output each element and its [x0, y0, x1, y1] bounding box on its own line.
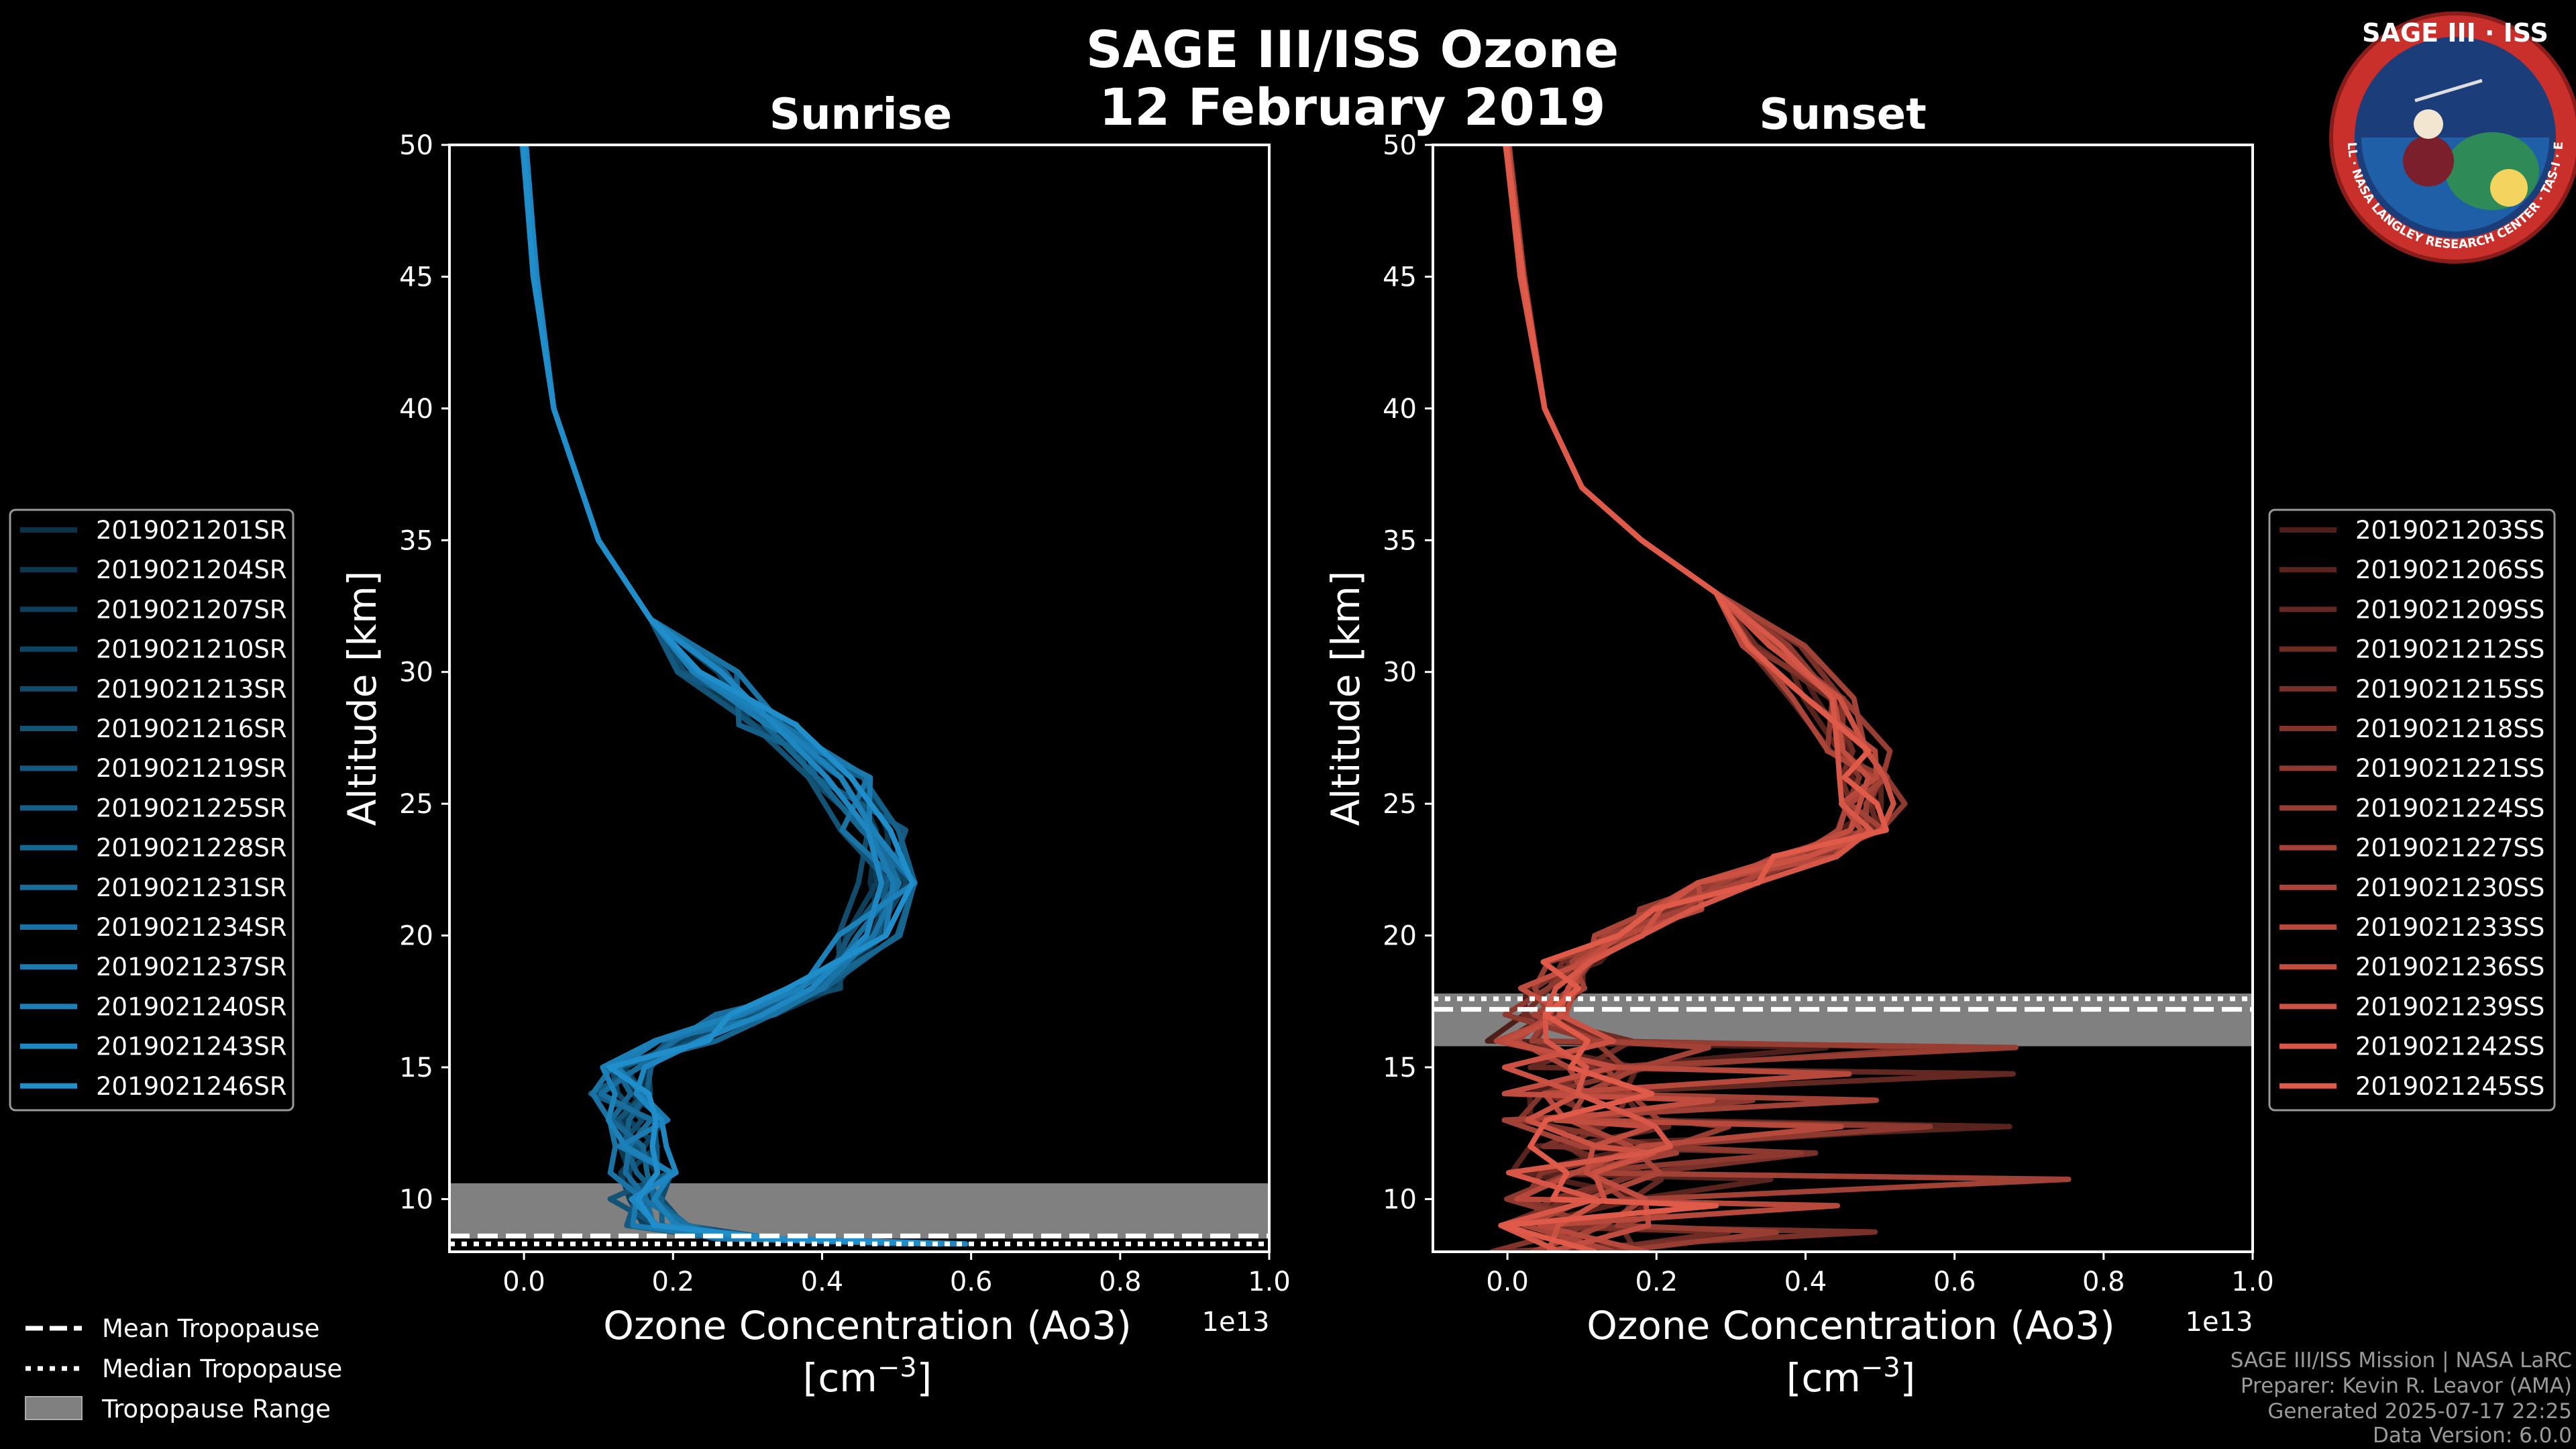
- sunset-y-tick-label: 20: [1383, 921, 1417, 952]
- sunrise-legend-label: 2019021243SR: [96, 1032, 287, 1061]
- sunrise-axes: 0.0 0.2 0.4 0.6 0.8 1.0 10 15 20 25 30 35 40 45 50 1e13…: [339, 130, 1291, 1401]
- sunset-y-axis-label: Altitude [km]: [1323, 571, 1368, 826]
- sunrise-legend-label: 2019021240SR: [96, 992, 287, 1021]
- sunrise-y-tick-label: 35: [399, 525, 433, 556]
- sunset-y-tick-label: 10: [1383, 1184, 1417, 1215]
- tropopause-range-swatch: [25, 1396, 83, 1420]
- sunset-legend-label: 2019021245SS: [2355, 1072, 2544, 1101]
- sunrise-legend-label: 2019021201SR: [96, 516, 287, 545]
- sunrise-y-tick-label: 45: [399, 262, 433, 292]
- tropopause-legend: Mean Tropopause Median Tropopause Tropop…: [25, 1314, 342, 1424]
- sunset-panel-title: Sunset: [1759, 90, 1926, 140]
- sunrise-legend-label: 2019021204SR: [96, 555, 287, 584]
- sunrise-legend-label: 2019021213SR: [96, 675, 287, 704]
- sunset-legend-label: 2019021203SS: [2355, 516, 2544, 545]
- sunset-legend-label: 2019021221SS: [2355, 754, 2544, 783]
- sunrise-y-tick-label: 40: [399, 394, 433, 425]
- sunset-x-axis-label: Ozone Concentration (Ao3): [1587, 1303, 2115, 1348]
- tropopause-range-label: Tropopause Range: [101, 1395, 331, 1424]
- sunrise-profile-line: [521, 145, 941, 1247]
- sunset-legend-label: 2019021224SS: [2355, 794, 2544, 822]
- sunrise-y-tick-label: 10: [399, 1184, 433, 1215]
- sunrise-panel-title: Sunrise: [769, 90, 952, 140]
- sunrise-legend-entries: 2019021201SR 2019021204SR 2019021207SR 2019…: [20, 516, 287, 1101]
- sunset-legend-label: 2019021212SS: [2355, 635, 2544, 664]
- sunrise-x-axis-label: Ozone Concentration (Ao3): [603, 1303, 1132, 1348]
- main-title-line2: 12 February 2019: [1099, 77, 1606, 137]
- credit-preparer: Preparer: Kevin R. Leavor (AMA): [2241, 1374, 2572, 1398]
- sunrise-legend-label: 2019021234SR: [96, 913, 287, 942]
- sunrise-legend: 2019021201SR 2019021204SR 2019021207SR 2019…: [9, 508, 294, 1112]
- sunset-legend-entries: 2019021203SS 2019021206SS 2019021209SS 2019…: [2279, 516, 2544, 1101]
- credit-data-version: Data Version: 6.0.0: [2373, 1424, 2572, 1448]
- sunrise-x-tick-label: 0.4: [801, 1267, 844, 1297]
- sunrise-axes-frame: [448, 144, 1271, 1253]
- sunset-y-tick-label: 40: [1383, 394, 1417, 425]
- sunset-x-offset-label: 1e13: [2186, 1307, 2253, 1338]
- sunrise-legend-label: 2019021228SR: [96, 834, 287, 863]
- sunset-legend-label: 2019021230SS: [2355, 873, 2544, 902]
- sunrise-legend-frame: [9, 508, 294, 1112]
- sunrise-y-tick-label: 15: [399, 1053, 433, 1083]
- sunset-legend-label: 2019021209SS: [2355, 595, 2544, 624]
- sunset-x-tick-label: 1.0: [2231, 1267, 2274, 1297]
- sunset-y-tick-label: 15: [1383, 1053, 1417, 1083]
- sunrise-y-tick-label: 50: [399, 130, 433, 161]
- sunrise-y-tick-label: 30: [399, 657, 433, 688]
- sunrise-legend-label: 2019021219SR: [96, 754, 287, 783]
- sunset-y-tick-label: 50: [1383, 130, 1417, 161]
- sunrise-legend-label: 2019021216SR: [96, 714, 287, 743]
- sunset-x-tick-label: 0.2: [1635, 1267, 1678, 1297]
- sunset-x-tick-label: 0.8: [2082, 1267, 2125, 1297]
- sunset-legend-label: 2019021206SS: [2355, 555, 2544, 584]
- sunset-x-tick-label: 0.4: [1784, 1267, 1827, 1297]
- sunset-axes: 0.0 0.2 0.4 0.6 0.8 1.0 10 15 20 25 30 35 40 45 50 1e13…: [1323, 130, 2274, 1401]
- sunrise-legend-label: 2019021207SR: [96, 595, 287, 624]
- sunset-axes-frame: [1432, 144, 2254, 1253]
- sunset-legend-label: 2019021227SS: [2355, 834, 2544, 863]
- credit-generated: Generated 2025-07-17 22:25: [2267, 1399, 2572, 1424]
- sunset-legend-label: 2019021233SS: [2355, 913, 2544, 942]
- sunset-legend: 2019021203SS 2019021206SS 2019021209SS 2019…: [2268, 508, 2556, 1112]
- sunset-legend-label: 2019021236SS: [2355, 953, 2544, 981]
- sunrise-x-tick-label: 1.0: [1248, 1267, 1291, 1297]
- sunset-x-tick-label: 0.6: [1933, 1267, 1976, 1297]
- sunset-y-tick-label: 30: [1383, 657, 1417, 688]
- sunset-y-tick-label: 35: [1383, 525, 1417, 556]
- sunrise-legend-label: 2019021246SR: [96, 1072, 287, 1101]
- sunset-legend-label: 2019021239SS: [2355, 992, 2544, 1021]
- sunset-profile-line: [1500, 145, 1889, 1252]
- sunrise-y-axis-label: Altitude [km]: [339, 571, 385, 826]
- sunset-legend-frame: [2268, 508, 2556, 1112]
- sunset-y-tick-label: 25: [1383, 789, 1417, 820]
- sunrise-tropopause-range: [449, 1183, 1269, 1239]
- sunset-x-tick-label: 0.0: [1486, 1267, 1529, 1297]
- sunrise-y-tick-label: 20: [399, 921, 433, 952]
- mean-tropopause-label: Mean Tropopause: [102, 1314, 320, 1343]
- sunrise-y-tick-label: 25: [399, 789, 433, 820]
- sunrise-legend-label: 2019021210SR: [96, 635, 287, 664]
- main-title-line1: SAGE III/ISS Ozone: [1086, 19, 1619, 79]
- sunrise-x-axis-units: [cm−3]: [803, 1352, 932, 1401]
- sunrise-x-tick-label: 0.6: [950, 1267, 993, 1297]
- sunset-legend-label: 2019021215SS: [2355, 675, 2544, 704]
- sunset-legend-label: 2019021242SS: [2355, 1032, 2544, 1061]
- sunrise-x-tick-label: 0.8: [1099, 1267, 1142, 1297]
- sunrise-x-offset-label: 1e13: [1202, 1307, 1270, 1338]
- median-tropopause-label: Median Tropopause: [102, 1354, 342, 1383]
- sunrise-x-tick-label: 0.2: [651, 1267, 694, 1297]
- sunrise-legend-label: 2019021225SR: [96, 794, 287, 822]
- sunrise-legend-label: 2019021237SR: [96, 953, 287, 981]
- sunrise-plot-area: [449, 145, 1269, 1252]
- sunrise-legend-label: 2019021231SR: [96, 873, 287, 902]
- logo-top-text: SAGE III · ISS: [2362, 18, 2548, 48]
- sunset-legend-label: 2019021218SS: [2355, 714, 2544, 743]
- sunset-y-tick-label: 45: [1383, 262, 1417, 292]
- sunset-x-axis-units: [cm−3]: [1786, 1352, 1916, 1401]
- sunrise-x-tick-label: 0.0: [502, 1267, 545, 1297]
- credit-mission: SAGE III/ISS Mission | NASA LaRC: [2231, 1348, 2572, 1373]
